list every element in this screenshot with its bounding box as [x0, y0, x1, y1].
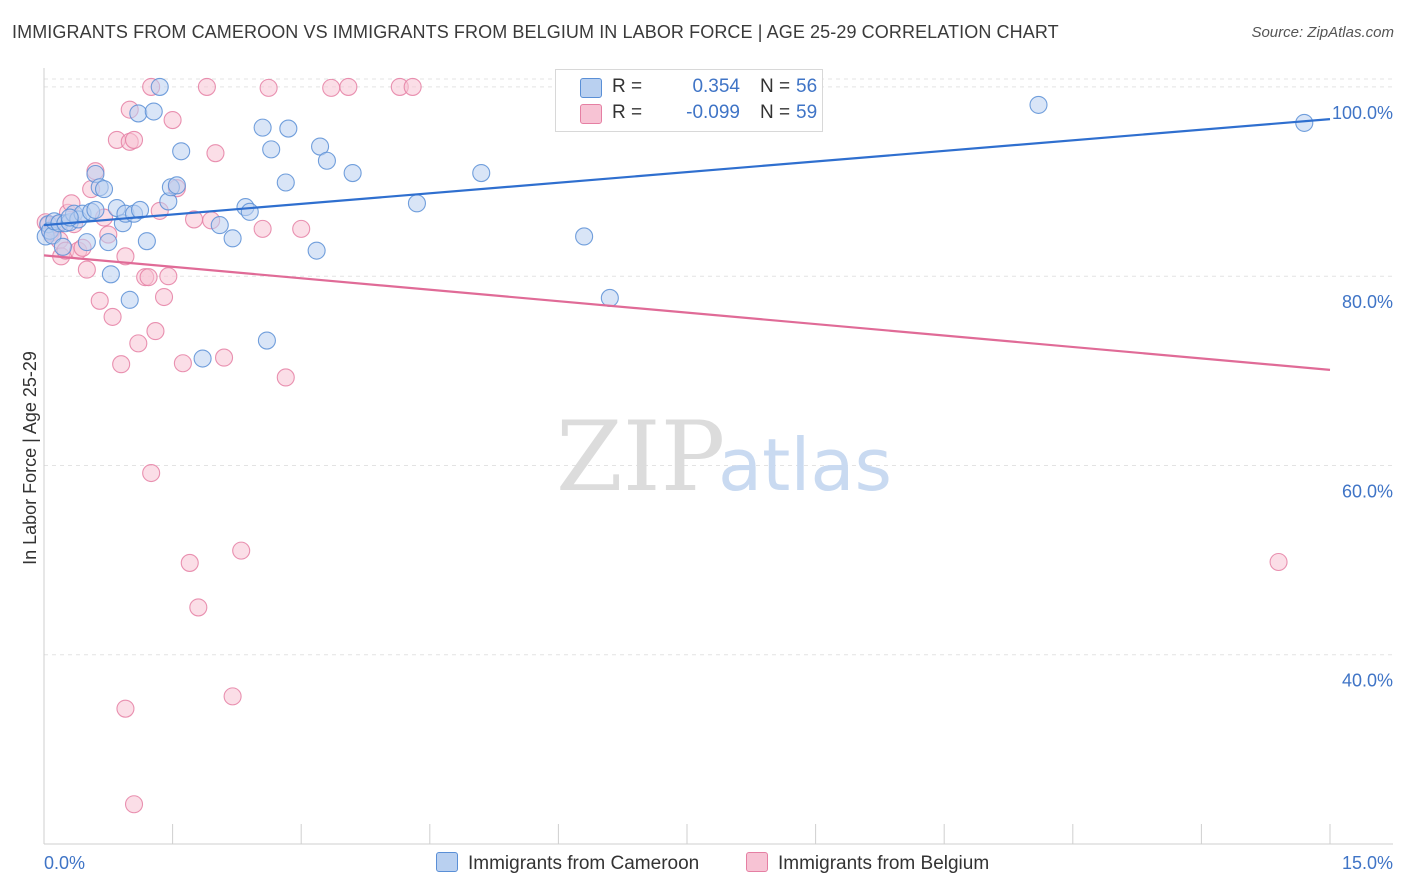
point-cameroon [144, 102, 163, 121]
watermark-zip: ZIP [556, 401, 725, 513]
point-cameroon [137, 232, 156, 251]
point-cameroon [223, 229, 242, 248]
point-belgium [90, 291, 109, 310]
point-cameroon [307, 241, 326, 260]
point-cameroon [575, 227, 594, 246]
point-belgium [124, 130, 144, 149]
point-belgium [112, 355, 131, 374]
point-cameroon [276, 173, 295, 192]
point-cameroon [1295, 113, 1314, 132]
axes [43, 68, 1393, 845]
point-belgium [154, 287, 174, 307]
legend-r-value: -0.099 [686, 102, 740, 123]
point-cameroon [86, 200, 105, 220]
bottom-legend-belgium: Immigrants from Belgium [746, 852, 989, 875]
trend-line-belgium [43, 254, 1331, 371]
stats-legend: R = 0.354 N = 56 R = -0.099 N = 59 [555, 69, 823, 132]
point-cameroon [172, 142, 191, 161]
point-belgium [159, 267, 178, 286]
point-cameroon [150, 77, 169, 96]
point-belgium [116, 247, 135, 266]
point-belgium [180, 553, 199, 572]
point-belgium [163, 110, 182, 130]
point-belgium [232, 541, 251, 560]
point-cameroon [167, 176, 186, 195]
y-axis-label: In Labor Force | Age 25-29 [20, 351, 40, 565]
point-belgium [139, 268, 158, 287]
watermark: ZIP atlas [556, 401, 892, 513]
watermark-atlas: atlas [718, 423, 892, 507]
point-cameroon [120, 290, 139, 309]
chart-title: IMMIGRANTS FROM CAMEROON VS IMMIGRANTS F… [12, 22, 1059, 42]
y-tick-labels: 40.0% 60.0% 80.0% 100.0% [1332, 103, 1393, 691]
legend-swatch-pink [580, 104, 602, 124]
point-belgium [116, 699, 135, 718]
point-belgium [197, 77, 216, 96]
point-cameroon [130, 200, 150, 220]
bottom-legend-label: Immigrants from Cameroon [468, 853, 700, 874]
legend-n-value: 59 [796, 102, 818, 123]
point-cameroon [99, 233, 118, 252]
point-cameroon [1029, 95, 1048, 114]
point-belgium [206, 144, 225, 163]
legend-r-value: 0.354 [692, 76, 740, 97]
point-belgium [214, 348, 234, 367]
legend-n-value: 56 [796, 76, 818, 97]
legend-swatch-blue [580, 78, 602, 98]
point-belgium [1269, 552, 1288, 572]
point-belgium [77, 260, 96, 279]
point-belgium [339, 77, 358, 96]
point-cameroon [343, 163, 362, 183]
bottom-legend-label: Immigrants from Belgium [778, 853, 990, 874]
point-belgium [124, 795, 144, 814]
point-cameroon [407, 194, 426, 213]
source-label: Source: ZipAtlas.com [1251, 24, 1394, 41]
point-cameroon [472, 163, 491, 183]
point-belgium [276, 368, 295, 387]
point-cameroon [101, 265, 120, 284]
point-belgium [403, 77, 422, 96]
point-cameroon [240, 202, 259, 221]
x-tick-label-min: 0.0% [44, 853, 85, 873]
point-belgium [189, 598, 208, 617]
bottom-legend-cameroon: Immigrants from Cameroon [436, 852, 699, 875]
point-cameroon [129, 104, 148, 123]
point-belgium [223, 687, 242, 706]
point-cameroon [210, 216, 229, 235]
point-cameroon [77, 233, 96, 252]
point-belgium [292, 219, 311, 238]
gridlines [44, 78, 1393, 656]
point-cameroon [253, 118, 272, 137]
point-cameroon [53, 237, 72, 256]
point-belgium [259, 78, 278, 97]
bottom-legend-swatch-pink [746, 852, 768, 872]
point-belgium [129, 334, 148, 353]
x-tick-label-max: 15.0% [1342, 853, 1393, 873]
point-cameroon [262, 140, 281, 159]
point-belgium [253, 219, 272, 238]
point-belgium [173, 354, 192, 373]
point-cameroon [193, 349, 212, 368]
trend-line-cameroon [43, 118, 1331, 227]
point-belgium [146, 322, 165, 341]
point-cameroon [279, 119, 298, 138]
point-cameroon [317, 151, 336, 170]
y-tick-label: 80.0% [1342, 292, 1393, 312]
point-belgium [322, 78, 341, 97]
legend-r-label: R = [612, 76, 643, 97]
trend-lines [43, 118, 1331, 371]
legend-n-label: N = [760, 76, 791, 97]
point-cameroon [257, 331, 276, 350]
y-tick-label: 100.0% [1332, 103, 1393, 123]
legend-r-label: R = [612, 102, 643, 123]
legend-n-label: N = [760, 102, 791, 123]
y-tick-label: 60.0% [1342, 481, 1393, 501]
point-cameroon [94, 180, 114, 199]
bottom-legend-swatch-blue [436, 852, 458, 872]
point-cameroon [600, 288, 619, 308]
point-belgium [142, 463, 161, 483]
point-belgium [103, 307, 122, 326]
y-tick-label: 40.0% [1342, 671, 1393, 691]
